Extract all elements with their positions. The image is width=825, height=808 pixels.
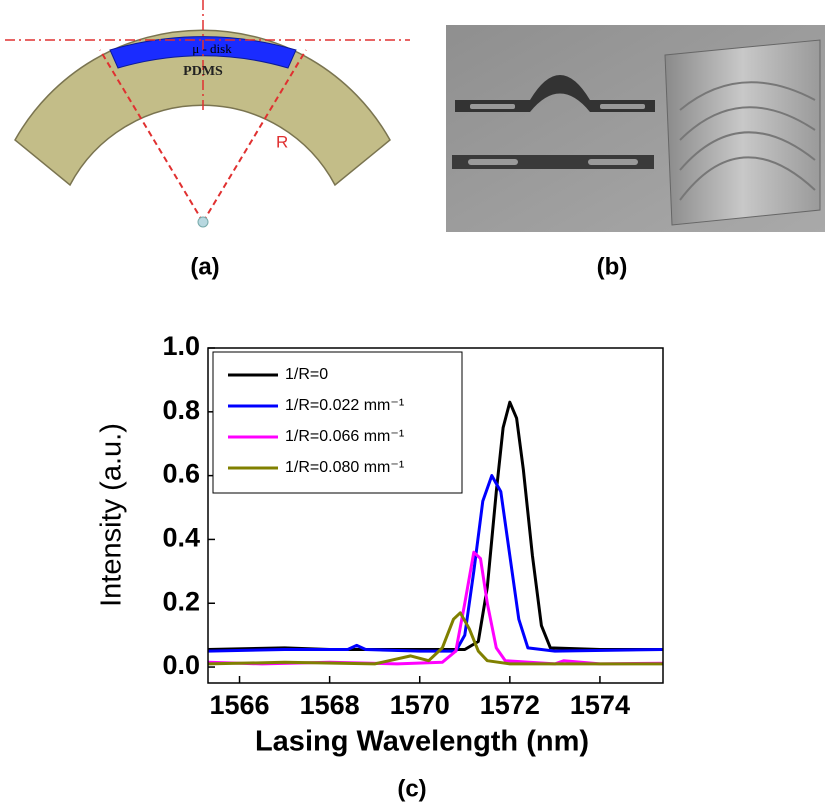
bent-strip xyxy=(455,75,655,112)
y-tick-label: 1.0 xyxy=(162,331,200,361)
y-tick-label: 0.6 xyxy=(162,459,200,489)
y-tick-label: 0.2 xyxy=(162,586,200,616)
series-line xyxy=(207,474,664,653)
x-tick-label: 1572 xyxy=(480,690,540,720)
slot xyxy=(588,159,638,165)
y-tick-label: 0.4 xyxy=(162,523,200,553)
legend-label: 1/R=0.022 mm⁻¹ xyxy=(285,397,404,414)
slot xyxy=(470,104,515,109)
series-line xyxy=(207,611,663,666)
radius-line xyxy=(99,49,204,223)
center-point xyxy=(197,216,209,228)
x-tick-label: 1568 xyxy=(300,690,360,720)
x-axis-label: Lasing Wavelength (nm) xyxy=(255,726,589,758)
mold-grooves xyxy=(679,81,816,201)
caption: (c) xyxy=(397,775,426,802)
radius-line xyxy=(202,49,307,223)
slot xyxy=(600,104,645,109)
radius-label: R xyxy=(276,132,288,151)
legend-label: 1/R=0 xyxy=(285,366,328,383)
plot-frame xyxy=(207,347,664,684)
diagram: μ - disk PDMS R (a) xyxy=(5,0,410,280)
caption: (b) xyxy=(597,253,628,280)
legend-label: 1/R=0.080 mm⁻¹ xyxy=(285,459,404,476)
y-tick-label: 0.0 xyxy=(162,650,200,680)
caption: (a) xyxy=(190,253,219,280)
y-tick-label: 0.8 xyxy=(162,395,200,425)
slot xyxy=(468,159,518,165)
y-axis-label: Intensity (a.u.) xyxy=(96,423,128,607)
flat-strip xyxy=(452,155,654,169)
pdms-label: PDMS xyxy=(183,64,223,79)
disk-label: μ - disk xyxy=(192,41,232,56)
x-tick-label: 1570 xyxy=(390,690,450,720)
legend-label: 1/R=0.066 mm⁻¹ xyxy=(285,428,404,445)
x-tick-label: 1574 xyxy=(570,690,630,720)
photo: (b) xyxy=(446,25,825,280)
chart: Lasing Wavelength (nm) Intensity (a.u.) … xyxy=(96,331,664,802)
disk-arc xyxy=(109,36,297,69)
x-tick-label: 1566 xyxy=(209,690,269,720)
